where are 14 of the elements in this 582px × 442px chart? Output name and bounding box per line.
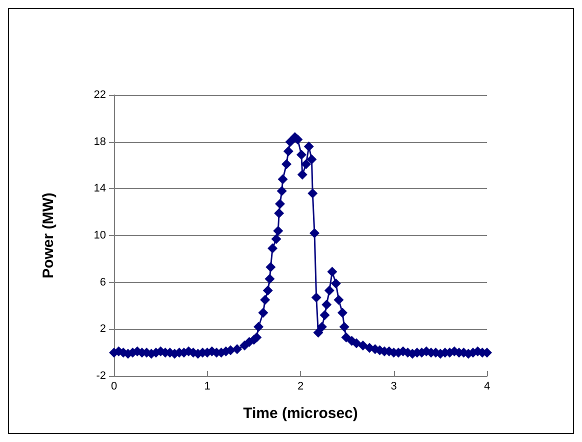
x-axis-title: Time (microsec) — [243, 405, 358, 422]
x-tick-label: 1 — [204, 380, 210, 392]
y-tick-label: 10 — [94, 230, 106, 242]
y-tick-label: 2 — [100, 323, 106, 336]
y-tick-label: 22 — [94, 89, 106, 101]
x-tick-label: 0 — [110, 380, 118, 392]
y-tick-label: -2 — [96, 370, 106, 382]
x-tick-label: 4 — [484, 380, 490, 392]
y-tick-label: 6 — [100, 276, 106, 288]
x-tick-label: 3 — [390, 380, 397, 392]
y-tick-label: 14 — [94, 182, 106, 195]
x-tick-label: 2 — [297, 380, 304, 392]
y-axis-title: Power (MW) — [40, 192, 57, 278]
y-tick-label: 18 — [94, 136, 106, 148]
